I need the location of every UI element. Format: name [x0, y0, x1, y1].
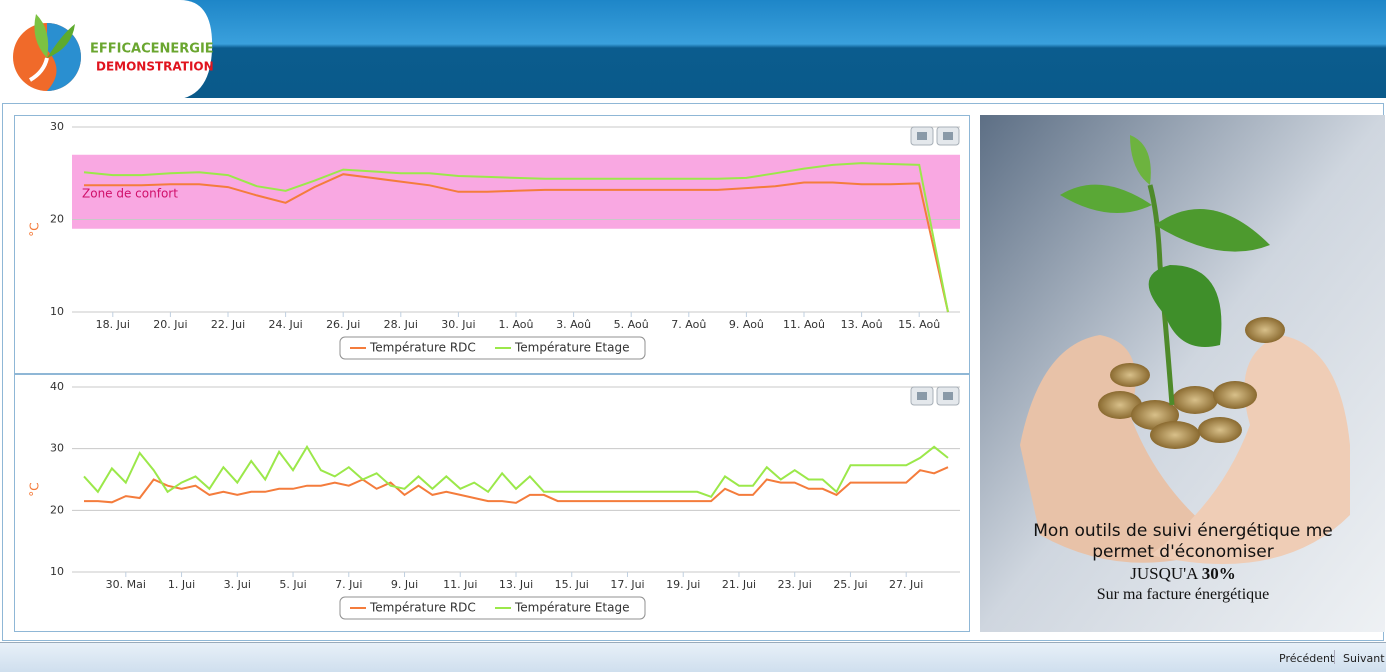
leaf — [1155, 209, 1270, 252]
logo-leaf — [34, 14, 49, 58]
coins — [1098, 317, 1285, 449]
x-tick-label: 3. Jui — [224, 578, 251, 591]
promo-footer: Sur ma facture énergétique — [1096, 586, 1270, 603]
x-tick-label: 9. Jui — [391, 578, 418, 591]
x-tick-label: 28. Jui — [384, 318, 418, 331]
coin — [1110, 363, 1150, 387]
leaf — [1148, 265, 1222, 347]
legend-box — [339, 596, 646, 620]
x-tick-label: 7. Jui — [335, 578, 362, 591]
x-tick-label: 13. Aoû — [841, 318, 883, 331]
button-icon — [943, 132, 953, 140]
coin — [1245, 317, 1285, 343]
x-tick-label: 23. Jui — [778, 578, 812, 591]
x-tick-label: 15. Aoû — [898, 318, 940, 331]
legend-label[interactable]: Température Etage — [514, 601, 629, 615]
separator — [1334, 650, 1335, 664]
x-tick-label: 17. Jui — [610, 578, 644, 591]
logo-circle-blue — [47, 23, 81, 91]
x-tick-label: 9. Aoû — [729, 318, 764, 331]
leaf — [1130, 135, 1151, 185]
data-line — [84, 173, 949, 313]
promo-label: JUSQU'A — [1130, 564, 1198, 583]
hand — [1020, 335, 1230, 563]
x-tick-label: 26. Jui — [326, 318, 360, 331]
x-tick-label: 24. Jui — [268, 318, 302, 331]
footer: Précédent Suivant — [0, 642, 1386, 672]
legend-label[interactable]: Température RDC — [369, 341, 476, 355]
data-line — [83, 444, 949, 499]
leaf — [1060, 184, 1152, 213]
next-button[interactable]: Suivant — [1343, 652, 1385, 665]
y-axis-title: °C — [28, 222, 42, 236]
x-tick-label: 30. Jui — [441, 318, 475, 331]
header: EFFICACENERGIE DEMONSTRATION — [0, 0, 1386, 100]
logo: EFFICACENERGIE DEMONSTRATION — [0, 0, 214, 100]
button-icon — [943, 392, 953, 400]
y-tick-label: 20 — [50, 213, 64, 226]
y-axis-title: °C — [28, 482, 42, 496]
legend-label[interactable]: Température RDC — [369, 601, 476, 615]
y-tick-label: 20 — [50, 503, 64, 516]
x-tick-label: 13. Jui — [499, 578, 533, 591]
coin — [1213, 381, 1257, 409]
logo-leaf — [47, 24, 75, 58]
x-tick-label: 11. Jui — [443, 578, 477, 591]
coin — [1150, 421, 1200, 449]
brand: EFFICACENERGIE — [90, 42, 214, 57]
comfort-zone-label: Zone de confort — [82, 186, 178, 200]
legend-box — [339, 336, 646, 360]
x-tick-label: 18. Jui — [96, 318, 130, 331]
x-tick-label: 1. Jui — [168, 578, 195, 591]
button-icon — [917, 132, 927, 140]
promo-line: Mon outils de suivi énergétique me perme… — [1033, 521, 1333, 562]
x-tick-label: 19. Jui — [666, 578, 700, 591]
x-tick-label: 1. Aoû — [498, 318, 533, 331]
coin — [1198, 417, 1242, 443]
promo-percent: 30% — [1201, 564, 1236, 583]
x-tick-label: 15. Jui — [555, 578, 589, 591]
hand — [1150, 335, 1350, 564]
x-tick-label: 3. Aoû — [556, 318, 591, 331]
x-tick-label: 20. Jui — [153, 318, 187, 331]
coin — [1098, 391, 1142, 419]
brand-subtitle: DEMONSTRATION — [96, 60, 214, 74]
x-tick-label: 30. Mai — [106, 578, 146, 591]
y-tick-label: 10 — [50, 305, 64, 318]
promo-text: Mon outils de suivi énergétique me perme… — [981, 521, 1385, 605]
x-tick-label: 11. Aoû — [783, 318, 825, 331]
x-tick-label: 27. Jui — [889, 578, 923, 591]
logo-stem — [28, 57, 49, 82]
coin — [1172, 386, 1218, 414]
x-tick-label: 5. Jui — [279, 578, 306, 591]
y-tick-label: 30 — [50, 120, 64, 133]
x-tick-label: 25. Jui — [833, 578, 867, 591]
promo-image — [980, 115, 1385, 632]
prev-button[interactable]: Précédent — [1279, 652, 1335, 665]
x-tick-label: 5. Aoû — [614, 318, 649, 331]
chart-frame — [14, 374, 970, 632]
button-icon — [917, 392, 927, 400]
y-tick-label: 40 — [50, 380, 64, 393]
x-tick-label: 7. Aoû — [671, 318, 706, 331]
promo-highlight: JUSQU'A 30% — [981, 563, 1385, 584]
chart: Zone de confort 10 20 30 °C 18. Jui 20. Jui 22.… — [28, 120, 960, 360]
x-tick-label: 22. Jui — [211, 318, 245, 331]
y-tick-label: 10 — [50, 565, 64, 578]
data-line — [83, 162, 949, 313]
y-tick-label: 30 — [50, 442, 64, 455]
data-line — [84, 466, 949, 504]
chart: 10 20 30 40 °C 30. Mai 1. Jui 3. Jui 5. Jui 7. Ju… — [28, 380, 960, 620]
legend-label[interactable]: Température Etage — [514, 341, 629, 355]
x-tick-label: 21. Jui — [722, 578, 756, 591]
